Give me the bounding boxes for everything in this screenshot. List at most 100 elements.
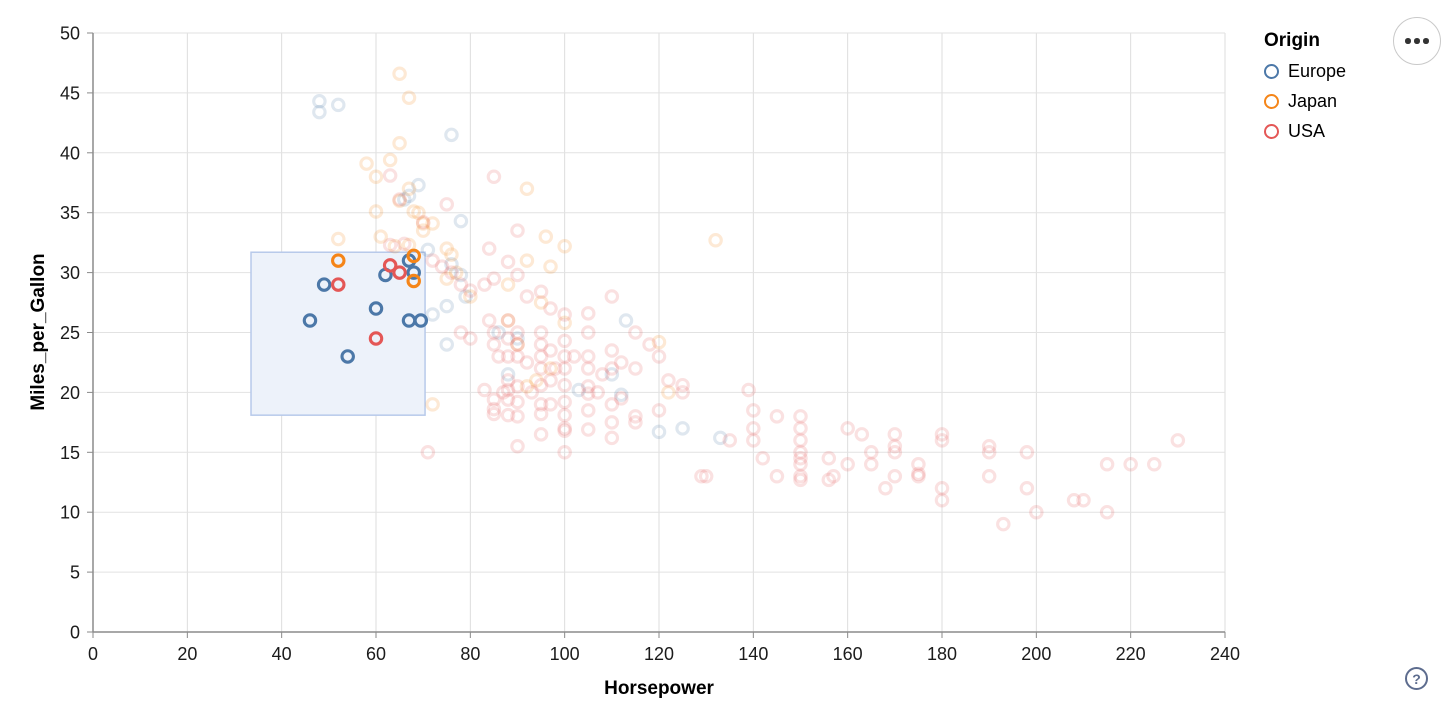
- data-point: [382, 237, 398, 253]
- data-point: [453, 277, 469, 292]
- data-point: [331, 277, 346, 292]
- data-point: [996, 516, 1011, 532]
- y-axis-tick-label: 45: [60, 83, 80, 103]
- help-button[interactable]: ?: [1405, 667, 1428, 690]
- data-point: [614, 391, 629, 406]
- data-point: [543, 301, 558, 316]
- data-point: [604, 415, 620, 430]
- data-point: [392, 193, 407, 208]
- ellipsis-dot-icon: [1423, 38, 1429, 44]
- x-axis-title: Horsepower: [604, 678, 714, 699]
- data-point: [406, 248, 421, 264]
- data-point: [651, 403, 667, 418]
- legend: Origin Europe Japan USA: [1264, 30, 1346, 151]
- data-point: [533, 349, 549, 364]
- data-point: [373, 229, 388, 244]
- legend-symbol-icon: [1264, 94, 1279, 109]
- data-point: [444, 265, 459, 280]
- data-point: [368, 169, 384, 185]
- y-axis-title: Miles_per_Gallon: [28, 253, 49, 410]
- data-point: [580, 349, 596, 364]
- legend-entry-japan: Japan: [1264, 91, 1346, 112]
- data-point: [755, 451, 771, 466]
- data-point: [651, 349, 667, 364]
- data-point: [793, 451, 808, 466]
- data-point: [392, 135, 407, 151]
- data-point: [316, 277, 332, 292]
- data-point: [382, 168, 398, 183]
- data-point: [401, 90, 417, 105]
- data-point: [331, 253, 346, 268]
- data-point: [746, 421, 761, 436]
- data-point: [793, 457, 808, 472]
- data-point: [580, 403, 596, 418]
- data-point: [529, 373, 544, 388]
- data-point: [642, 337, 657, 352]
- data-point: [557, 421, 572, 436]
- data-point: [1076, 492, 1091, 508]
- data-point: [911, 466, 926, 482]
- data-point: [863, 457, 879, 472]
- data-point: [411, 177, 426, 193]
- data-point: [477, 277, 492, 292]
- y-axis-tick-label: 10: [60, 503, 80, 523]
- data-point: [741, 382, 756, 398]
- data-point: [981, 469, 997, 484]
- data-point: [448, 265, 464, 280]
- data-point: [911, 457, 926, 472]
- data-point: [500, 349, 516, 364]
- data-point: [651, 424, 667, 440]
- data-point: [453, 267, 469, 283]
- data-point: [415, 216, 431, 231]
- data-point: [444, 247, 459, 262]
- data-point: [491, 325, 506, 340]
- data-point: [887, 439, 903, 454]
- data-point: [628, 325, 643, 340]
- data-point: [698, 469, 714, 484]
- data-point: [519, 355, 535, 370]
- data-point: [387, 238, 403, 254]
- data-point: [580, 361, 596, 376]
- data-point: [486, 392, 502, 407]
- data-point: [425, 216, 440, 231]
- data-point: [595, 367, 610, 382]
- data-point: [533, 361, 549, 376]
- data-point: [557, 407, 572, 423]
- data-point: [406, 265, 421, 280]
- data-point: [519, 253, 535, 268]
- options-menu-button[interactable]: [1393, 17, 1441, 65]
- data-point: [878, 480, 893, 496]
- data-point: [439, 271, 454, 286]
- data-point: [510, 267, 525, 283]
- data-point: [793, 421, 808, 436]
- data-point: [302, 313, 318, 328]
- data-point: [439, 197, 454, 212]
- x-axis-tick-label: 40: [272, 644, 292, 664]
- brush-selection[interactable]: [250, 251, 426, 416]
- data-point: [557, 333, 572, 349]
- data-point: [557, 307, 572, 322]
- data-point: [604, 367, 620, 382]
- data-point: [1147, 457, 1162, 472]
- ellipsis-dot-icon: [1414, 38, 1420, 44]
- data-point: [486, 406, 502, 422]
- data-point: [413, 313, 429, 328]
- data-point: [500, 373, 516, 388]
- data-point: [524, 385, 539, 400]
- data-point: [543, 373, 558, 388]
- data-point: [887, 427, 903, 442]
- x-axis-tick-label: 240: [1210, 644, 1240, 664]
- data-point: [444, 127, 459, 143]
- axes: 0 20 40 60 80 100 120 140 160 180 200 220 240 0 5 10 15 2…: [60, 24, 1240, 665]
- data-point: [359, 156, 374, 171]
- data-point: [510, 439, 525, 454]
- data-point: [793, 433, 808, 448]
- data-point: [368, 204, 384, 219]
- data-point: [401, 181, 417, 196]
- data-point: [331, 231, 346, 247]
- data-point: [439, 337, 454, 352]
- data-point: [826, 469, 841, 484]
- data-point: [590, 385, 605, 400]
- data-point: [557, 349, 572, 364]
